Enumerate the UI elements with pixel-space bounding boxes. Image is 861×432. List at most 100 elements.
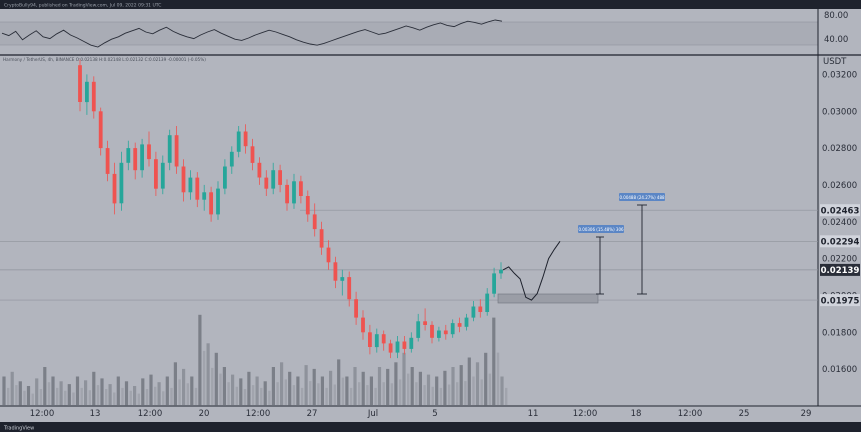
time-tick-0: 12:00 <box>30 409 55 419</box>
volume-bar-55 <box>451 367 455 405</box>
volume-bar-5 <box>43 367 47 405</box>
time-tick-2: 12:00 <box>138 409 163 419</box>
volume-bar-57 <box>467 357 471 405</box>
volume-bar-4 <box>35 378 39 405</box>
time-tick-5: 27 <box>307 409 318 419</box>
candle-body-61 <box>499 269 503 274</box>
candle-body-35 <box>319 229 324 248</box>
candle-body-21 <box>223 166 227 189</box>
target-measure-2[interactable]: 0.00488 (24.27%) 488 <box>619 193 665 295</box>
volume-bar-alt-15 <box>129 390 132 406</box>
candle-body-3 <box>98 111 103 149</box>
candle-body-1 <box>85 81 89 103</box>
price-label-box-0 <box>820 204 860 217</box>
volume-bar-alt-12 <box>105 389 108 405</box>
volume-bar-alt-11 <box>96 385 100 405</box>
support-zone[interactable] <box>497 293 599 304</box>
volume-bar-alt-58 <box>480 379 483 405</box>
target-label-2: 0.00488 (24.27%) 488 <box>619 195 665 200</box>
volume-bar-49 <box>402 352 406 406</box>
candle-body-7 <box>126 148 131 163</box>
candle-body-48 <box>409 337 414 349</box>
price-y-ticks: 0.03200 0.03000 0.02800 0.02600 0.02400 0.022… <box>822 70 857 375</box>
candle-body-22 <box>229 151 234 167</box>
price-label-2: 0.02139 <box>821 266 860 276</box>
volume-bar-33 <box>271 367 275 405</box>
volume-bar-40 <box>329 370 333 405</box>
price-label-box-2 <box>820 263 860 276</box>
oscillator-band <box>0 22 818 45</box>
volume-bar-45 <box>369 376 373 405</box>
oscillator-pane <box>0 9 818 55</box>
time-axis-ticks: 12:00 13 12:00 20 12:00 27 Jul 5 11 12:00 18 12:00 2… <box>30 409 812 419</box>
candle-body-57 <box>471 306 476 318</box>
time-tick-7: 5 <box>432 409 437 419</box>
target-measure-1[interactable]: 0.00306 (15.48%) 306 <box>578 225 624 295</box>
target-label-2-box <box>619 193 665 201</box>
volume-bar-39 <box>320 376 324 405</box>
projection-path[interactable] <box>502 241 561 301</box>
volume-bar-alt-22 <box>186 383 189 405</box>
candle-body-53 <box>443 330 448 335</box>
candle-body-14 <box>174 135 179 167</box>
volume-bar-alt-56 <box>464 381 467 405</box>
candle-body-12 <box>160 162 165 189</box>
candle-body-37 <box>333 262 338 281</box>
volume-bar-2 <box>18 381 22 406</box>
volume-bar-9 <box>75 376 80 405</box>
volume-bar-alt-53 <box>439 387 443 405</box>
volume-bar-alt-16 <box>137 393 140 405</box>
volume-bar-alt-8 <box>72 392 75 405</box>
candle-body-25 <box>250 146 255 163</box>
volume-bar-alt-38 <box>317 383 320 405</box>
volume-bar-alt-31 <box>260 387 263 405</box>
candle-body-34 <box>312 214 317 230</box>
volume-bar-alt-1 <box>15 385 18 405</box>
volume-bar-12 <box>100 378 104 405</box>
volume-bar-11 <box>92 371 96 406</box>
volume-bar-60 <box>492 317 496 405</box>
volume-bar-alt-49 <box>407 373 410 405</box>
volume-bar-alt-43 <box>358 382 361 405</box>
price-label-3: 0.01975 <box>821 296 860 306</box>
time-tick-3: 20 <box>199 409 210 419</box>
volume-bar-34 <box>280 362 284 406</box>
volume-bar-alt-21 <box>178 379 181 405</box>
volume-bar-alt-57 <box>472 376 475 405</box>
candle-body-31 <box>292 181 296 204</box>
time-tick-8: 11 <box>528 409 539 419</box>
candle-body-19 <box>209 192 213 215</box>
volume-bar-alt-39 <box>325 387 328 405</box>
candle-body-27 <box>264 177 269 189</box>
volume-bar-alt-41 <box>341 377 345 405</box>
volume-bar-52 <box>426 374 431 405</box>
candle-body-46 <box>395 341 400 353</box>
volume-bar-alt-37 <box>309 381 312 405</box>
volume-bar-alt-13 <box>113 392 116 405</box>
volume-bar-6 <box>51 376 55 405</box>
candle-body-44 <box>381 334 386 344</box>
candle-body-40 <box>354 299 358 318</box>
candle-body-26 <box>257 162 262 178</box>
volume-bar-35 <box>288 371 292 406</box>
price-tick-2: 0.02800 <box>822 144 857 154</box>
volume-bar-15 <box>124 381 129 406</box>
price-tick-7: 0.01800 <box>822 328 857 338</box>
volume-bar-alt-36 <box>300 387 304 405</box>
volume-bar-alt-42 <box>349 387 353 405</box>
volume-bar-42 <box>345 376 349 405</box>
volume-bar-alt-7 <box>64 390 67 406</box>
candle-body-16 <box>188 177 193 193</box>
volume-bar-alt-4 <box>39 389 43 405</box>
volume-bar-61 <box>500 376 504 405</box>
volume-bar-56 <box>459 365 463 405</box>
volume-bar-alt-34 <box>284 379 287 405</box>
price-tick-0: 0.03200 <box>822 70 857 80</box>
volume-bar-0 <box>2 376 6 405</box>
candle-body-2 <box>91 81 96 112</box>
volume-bar-alt-61 <box>505 387 508 405</box>
candle-body-41 <box>361 317 365 333</box>
volume-bar-alt-3 <box>31 393 34 405</box>
volume-bar-28 <box>231 374 235 405</box>
